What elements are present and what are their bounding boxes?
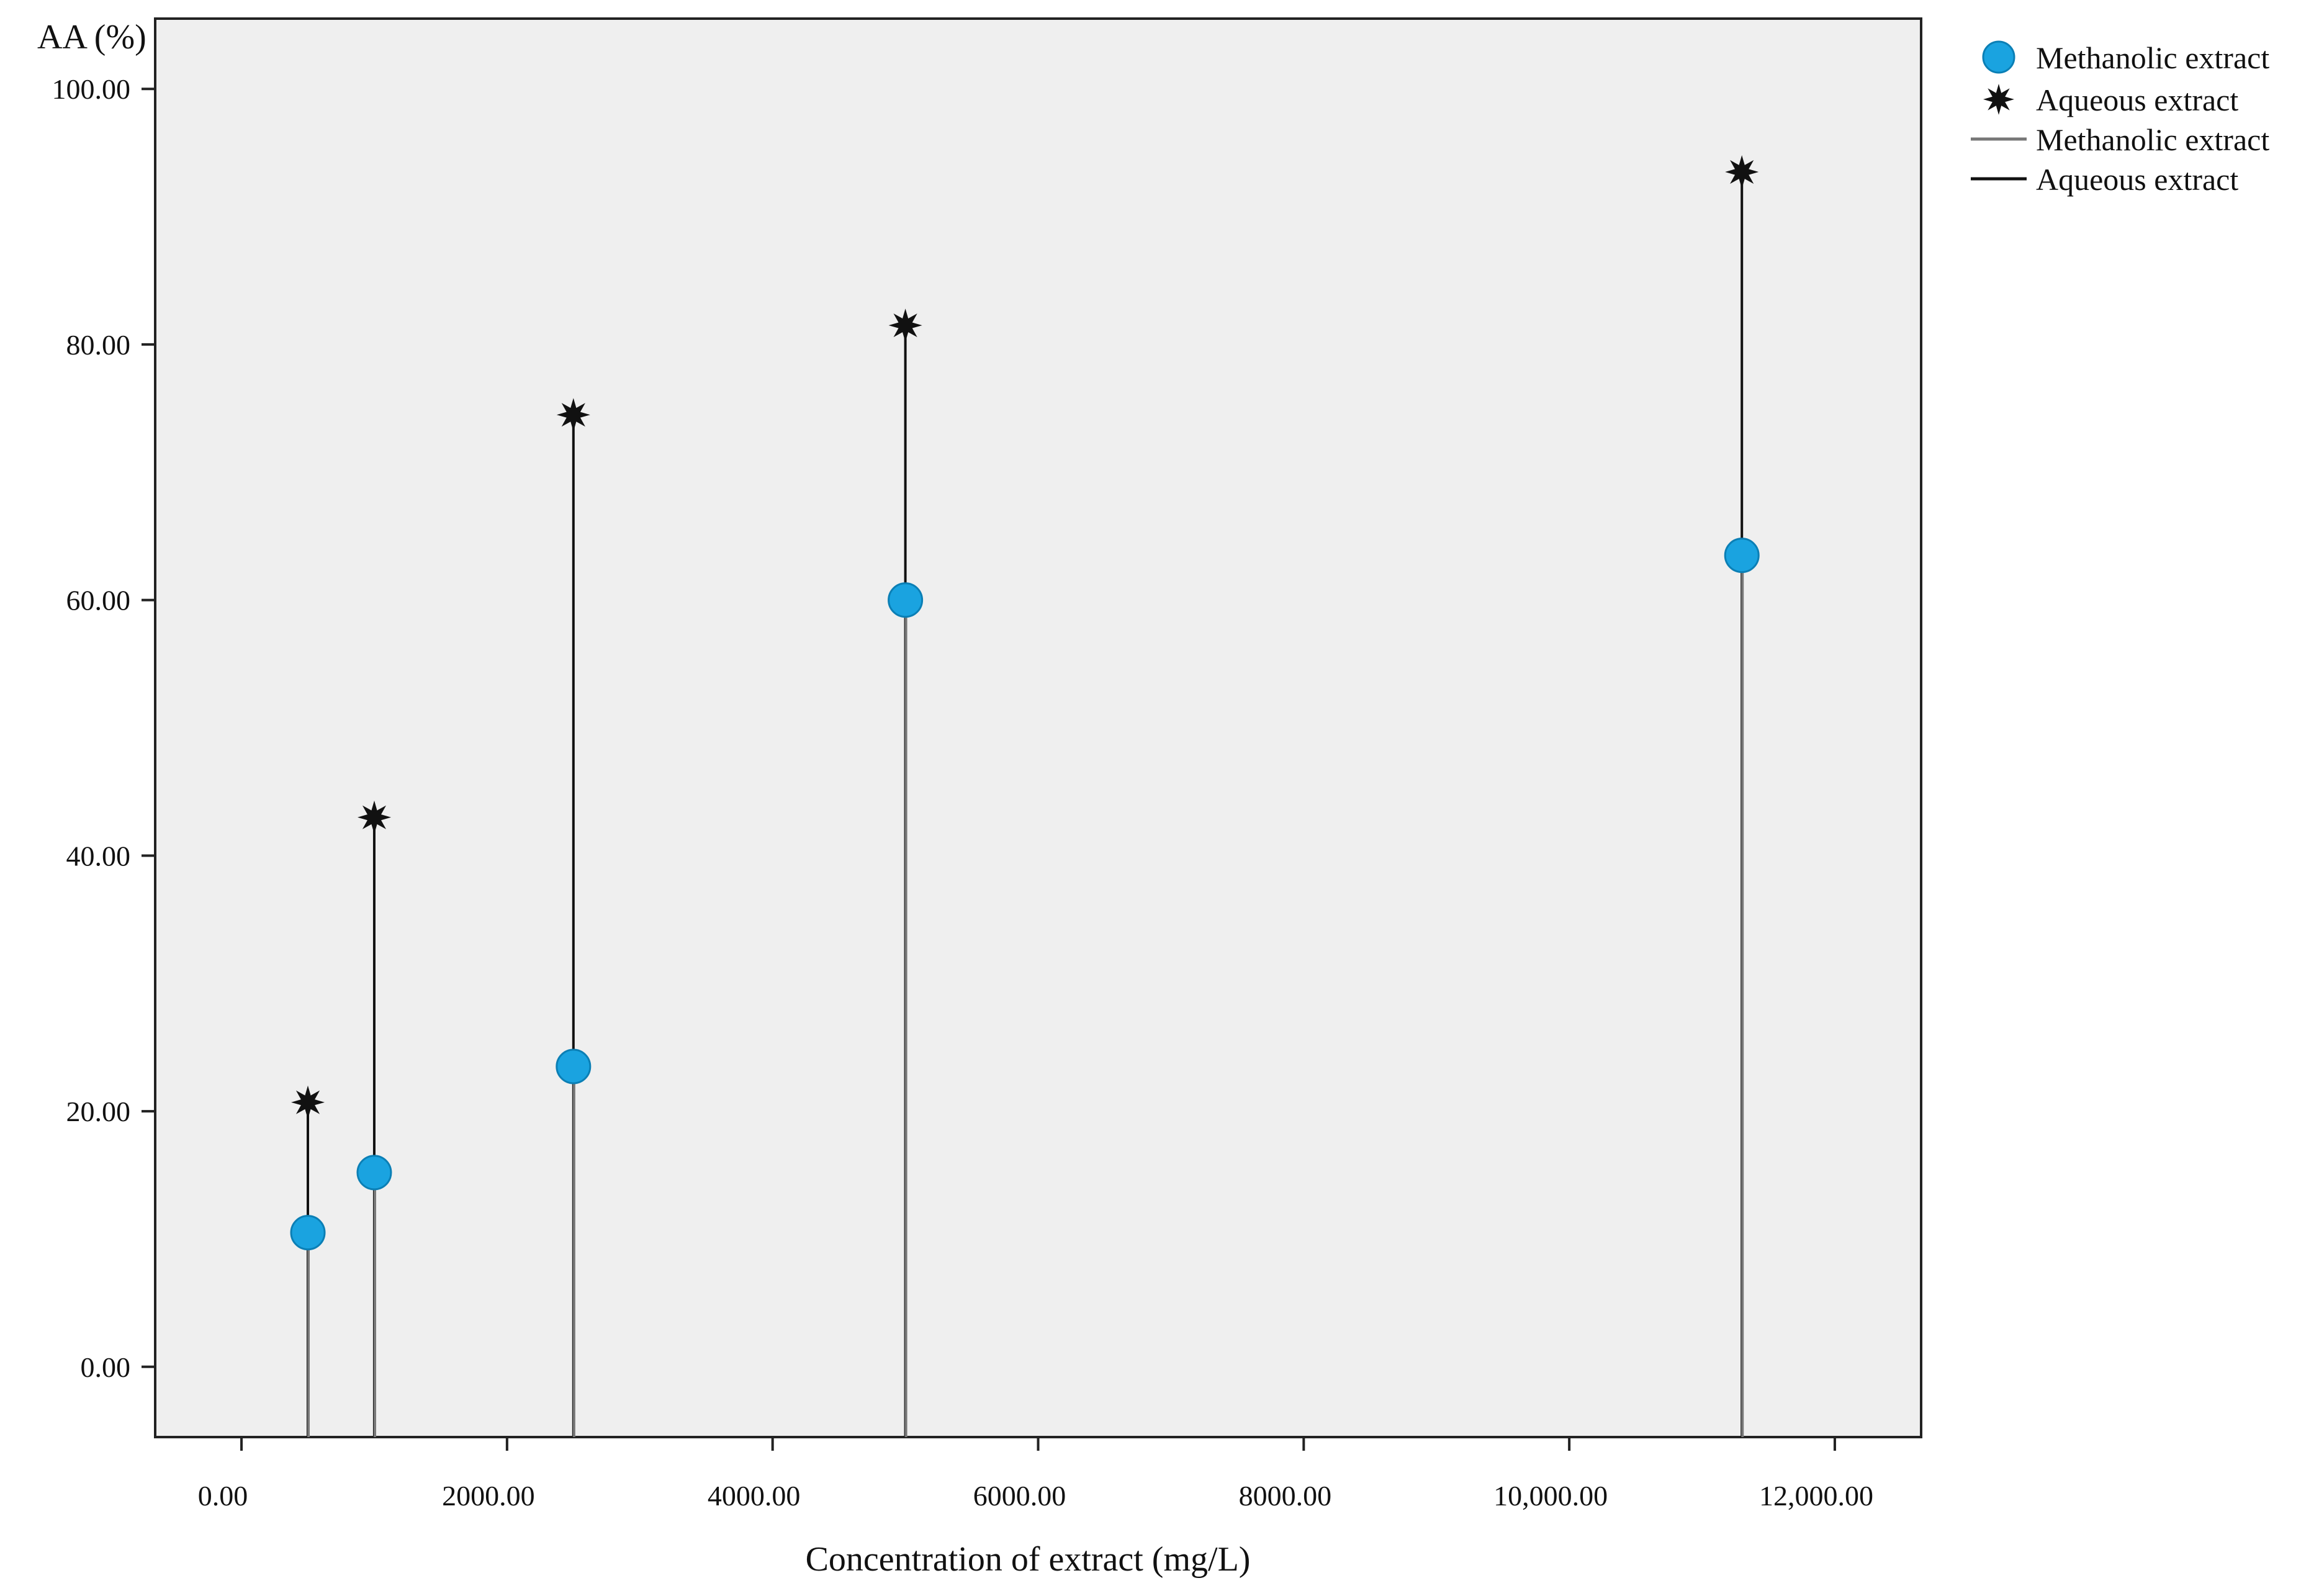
plot-area	[154, 17, 1922, 1438]
data-markers	[290, 155, 1760, 1251]
methanolic-point	[356, 1155, 392, 1191]
x-tick-label: 8000.00	[1239, 1480, 1332, 1512]
aqueous-point	[556, 398, 590, 432]
methanolic-point	[290, 1215, 326, 1251]
legend-label: Aqueous extract	[2036, 162, 2238, 197]
aqueous-point	[291, 1085, 325, 1119]
methanolic-point	[888, 582, 924, 618]
x-tick-label: 12,000.00	[1759, 1480, 1873, 1512]
y-axis: 0.00 20.00 40.00 60.00 80.00 100.00	[52, 73, 155, 1383]
legend-marker-methanolic	[1982, 40, 2015, 74]
aqueous-point	[358, 800, 391, 834]
y-tick-label: 80.00	[66, 329, 131, 361]
x-tick-label: 2000.00	[442, 1480, 535, 1512]
x-tick-label: 0.00	[198, 1480, 248, 1512]
x-axis-title: Concentration of extract (mg/L)	[806, 1540, 1251, 1579]
x-tick-label: 10,000.00	[1493, 1480, 1608, 1512]
methanolic-point	[556, 1048, 592, 1084]
y-tick-label: 40.00	[66, 840, 131, 872]
y-tick-label: 0.00	[81, 1351, 131, 1383]
y-tick-label: 60.00	[66, 585, 131, 616]
aqueous-point	[1725, 155, 1759, 189]
y-tick-label: 100.00	[52, 73, 131, 105]
legend-label: Methanolic extract	[2036, 40, 2269, 75]
y-axis-title: AA (%)	[37, 18, 146, 56]
x-tick-label: 6000.00	[973, 1480, 1066, 1512]
legend-marker-aqueous	[1983, 84, 2014, 115]
aqueous-point	[888, 309, 922, 343]
drop-lines	[306, 172, 1744, 1437]
legend: Methanolic extract Aqueous extract Methano…	[1971, 40, 2269, 197]
y-tick-label: 20.00	[66, 1096, 131, 1127]
legend-label: Aqueous extract	[2036, 83, 2238, 117]
legend-label: Methanolic extract	[2036, 122, 2269, 157]
x-tick-label: 4000.00	[708, 1480, 801, 1512]
methanolic-point	[1724, 538, 1760, 574]
x-axis: 0.00 2000.00 4000.00 6000.00 8000.00 10,000.0…	[198, 1437, 1873, 1512]
